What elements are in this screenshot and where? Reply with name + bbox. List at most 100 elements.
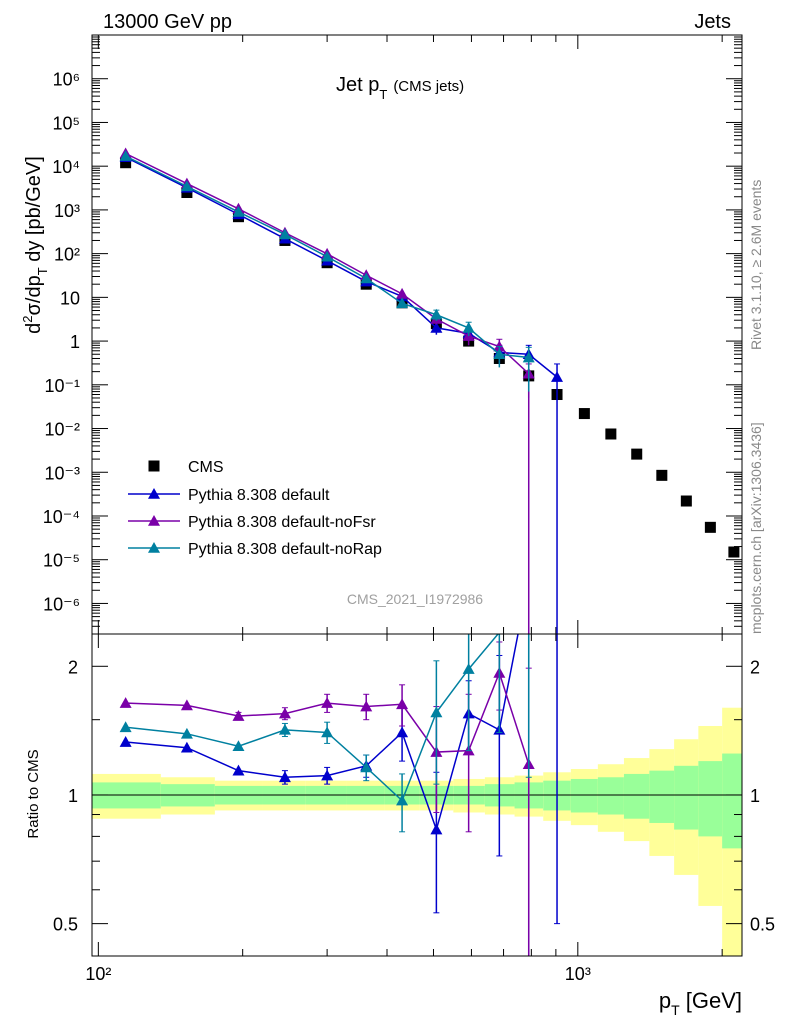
main-y-tick-label: 10⁶: [53, 70, 80, 90]
header-right: Jets: [694, 11, 731, 33]
data-point: [493, 348, 506, 360]
ratio-series-2: [119, 634, 532, 833]
main-y-axis-label: d2σ/dpT dy [pb/GeV]: [20, 156, 50, 334]
chart-title-sub: T: [379, 87, 387, 102]
data-point: [493, 340, 506, 352]
series-line: [125, 156, 558, 378]
band-inner: [597, 777, 624, 815]
rivet-label: Rivet 3.1.10, ≥ 2.6M events: [748, 180, 764, 350]
main-y-tick-label: 10⁻⁶: [43, 594, 80, 614]
main-y-tick-label: 10³: [54, 201, 80, 221]
data-point: [522, 351, 535, 363]
ratio-y-tick-label-right: 2: [750, 657, 760, 677]
ratio-point: [278, 771, 291, 783]
legend-label: Pythia 8.308 default: [188, 487, 330, 504]
data-point: [551, 371, 564, 382]
data-point: [462, 321, 475, 333]
legend-marker: [148, 460, 160, 472]
ratio-series-0: [119, 634, 561, 956]
main-y-tick-label: 10⁻³: [44, 463, 80, 483]
ratio-point: [321, 726, 334, 738]
data-point: [704, 521, 716, 533]
ratio-point: [430, 706, 443, 718]
main-y-tick-label: 10⁴: [52, 157, 80, 177]
data-point: [278, 228, 291, 240]
main-panel: 10⁻⁶ 10⁻⁵ 10⁻⁴ 10⁻³ 10⁻² 10⁻¹ 1 10 10² 10³ 10⁴ 10⁵ 1…: [20, 34, 743, 635]
ratio-point: [278, 707, 291, 719]
band-inner: [698, 761, 723, 837]
ratio-point: [180, 699, 193, 711]
main-y-tick-label: 10²: [54, 245, 80, 265]
main-y-tick-label: 10⁻⁴: [43, 507, 80, 527]
ratio-point: [321, 697, 334, 708]
ratio-point: [360, 700, 373, 712]
legend-marker: [148, 515, 160, 526]
data-point: [396, 287, 409, 299]
main-series: [119, 147, 740, 634]
x-tick-labels: 10² 10³: [85, 964, 590, 984]
chart-title-main: Jet p: [336, 74, 379, 96]
ratio-point: [321, 769, 334, 781]
data-point: [631, 448, 643, 460]
ratio-point: [360, 761, 373, 773]
data-point: [430, 321, 443, 333]
legend-marker: [148, 542, 160, 553]
band-inner: [722, 753, 742, 849]
legend-marker: [148, 488, 160, 499]
main-y-tick-label: 10⁵: [53, 113, 80, 133]
ratio-y-tick-label: 1: [68, 786, 78, 806]
data-point: [656, 469, 668, 481]
legend: CMS Pythia 8.308 default Pythia 8.308 defa…: [128, 459, 382, 558]
data-point: [396, 297, 409, 309]
mcplots-label: mcplots.cern.ch [arXiv:1306.3436]: [748, 422, 764, 634]
ratio-ticks: [92, 634, 742, 956]
main-y-tick-labels: 10⁻⁶ 10⁻⁵ 10⁻⁴ 10⁻³ 10⁻² 10⁻¹ 1 10 10² 10³ 10⁴ 10⁵ 1…: [43, 70, 80, 615]
main-series-1: [119, 151, 564, 634]
ratio-point: [119, 697, 132, 708]
header-left: 13000 GeV pp: [103, 11, 232, 33]
data-point: [578, 408, 590, 420]
ratio-y-tick-label: 2: [68, 657, 78, 677]
data-point: [120, 157, 132, 169]
ratio-y-tick-label: 0.5: [53, 915, 78, 935]
main-ticks: [92, 34, 742, 635]
data-point: [680, 495, 692, 507]
ratio-point: [180, 741, 193, 753]
data-point: [728, 546, 740, 558]
analysis-watermark: CMS_2021_I1972986: [347, 591, 483, 607]
chart-title: Jet pT (CMS jets): [336, 74, 464, 102]
data-point: [321, 250, 334, 262]
data-point: [180, 180, 193, 192]
ratio-uncertainty-bands: [92, 707, 742, 956]
band-inner: [623, 773, 650, 819]
data-point: [605, 428, 617, 440]
ratio-point: [278, 723, 291, 735]
ratio-point: [119, 736, 132, 747]
ratio-y-tick-labels: 0.5 0.5 1 1 2 2: [53, 657, 775, 934]
data-point: [360, 272, 373, 284]
main-series-3: [119, 150, 535, 392]
x-axis-label-sub: T: [671, 1002, 680, 1018]
ratio-point: [396, 794, 409, 806]
ratio-point: [119, 721, 132, 733]
x-tick-label: 10²: [85, 964, 111, 984]
ratio-panel: 0.5 0.5 1 1 2 2 Ratio to CMS 10² 10³ pT [GeV]: [25, 633, 775, 1018]
chart-title-suffix: (CMS jets): [393, 78, 464, 95]
ratio-point: [232, 740, 245, 752]
ratio-point: [232, 710, 245, 721]
x-axis-label: pT [GeV]: [659, 988, 742, 1018]
legend-label: CMS: [188, 459, 224, 476]
main-y-tick-label: 10⁻¹: [44, 376, 80, 396]
ratio-point: [430, 823, 443, 835]
main-series-2: [119, 147, 535, 634]
ratio-point: [396, 698, 409, 710]
ratio-y-tick-label-right: 1: [750, 786, 760, 806]
main-y-tick-label: 1: [70, 332, 80, 352]
ratio-y-axis-label: Ratio to CMS: [25, 749, 42, 838]
ratio-point: [180, 727, 193, 739]
legend-label: Pythia 8.308 default-noFsr: [188, 514, 376, 531]
x-axis-label-main: p: [659, 988, 671, 1013]
band-inner: [570, 778, 598, 813]
main-y-tick-label: 10⁻⁵: [43, 551, 80, 571]
main-y-tick-label: 10: [60, 288, 80, 308]
